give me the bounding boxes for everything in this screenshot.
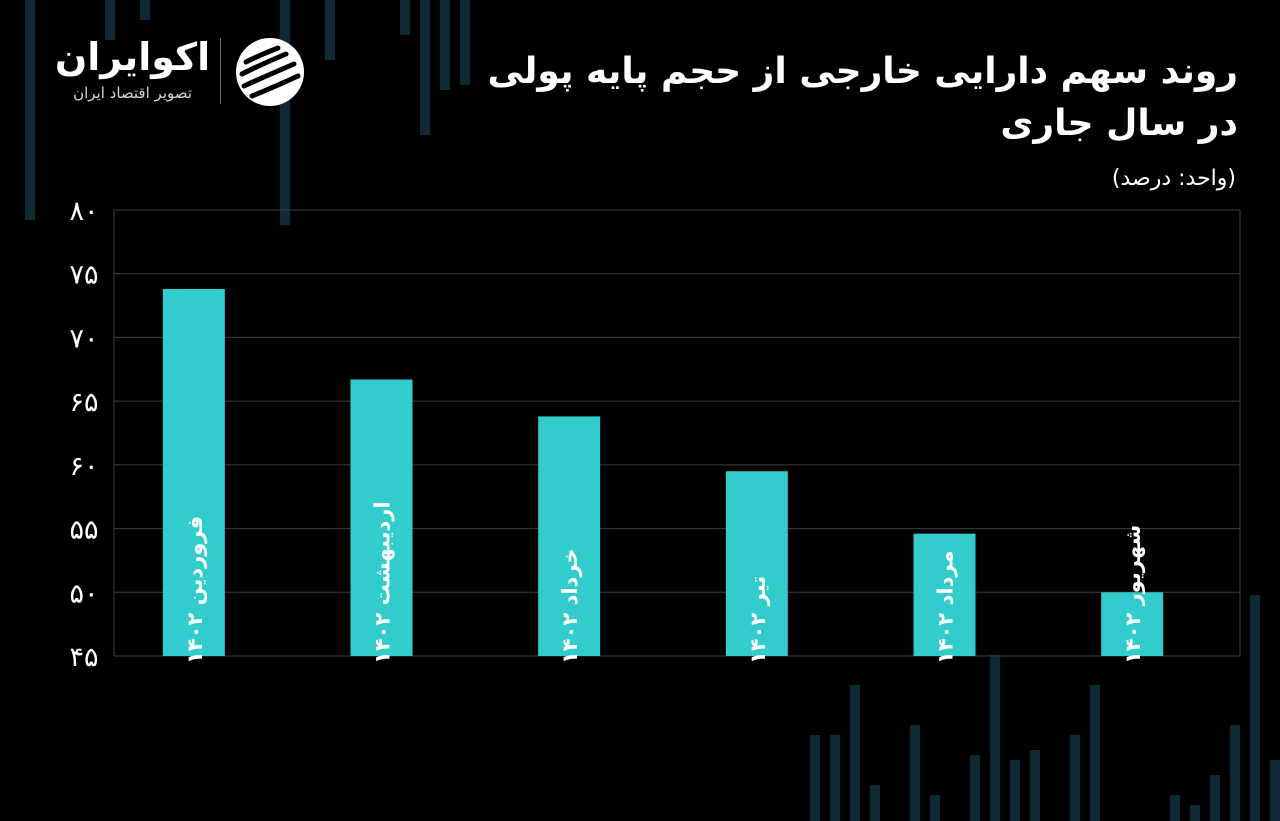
- background-candlestick: [1190, 805, 1200, 821]
- bar: [538, 416, 601, 656]
- background-candlestick: [420, 0, 430, 135]
- y-tick-label: ۵۵: [69, 515, 98, 546]
- y-tick-label: ۶۰: [69, 451, 98, 482]
- y-tick-label: ۴۵: [69, 642, 98, 673]
- background-candlestick: [140, 0, 150, 20]
- background-candlestick: [105, 0, 115, 40]
- y-tick-label: ۷۰: [69, 323, 98, 354]
- background-candlestick: [1030, 750, 1040, 821]
- background-candlestick: [400, 0, 410, 35]
- background-candlestick: [1070, 735, 1080, 821]
- bar: [913, 533, 976, 656]
- background-candlestick: [830, 735, 840, 821]
- background-candlestick: [1230, 725, 1240, 821]
- bar: [1101, 592, 1164, 656]
- x-category-label: خرداد ۱۴۰۲: [558, 548, 582, 664]
- x-category-label: فروردین ۱۴۰۲: [183, 516, 207, 664]
- x-category-label: اردیبهشت ۱۴۰۲: [371, 501, 395, 664]
- y-tick-label: ۶۵: [69, 387, 98, 418]
- y-tick-label: ۵۰: [69, 578, 98, 609]
- y-tick-label: ۷۵: [69, 260, 98, 291]
- background-candlestick: [1090, 685, 1100, 821]
- background-candlestick: [970, 755, 980, 821]
- bar: [725, 471, 788, 656]
- background-candlestick: [930, 795, 940, 821]
- background-candlestick: [280, 0, 290, 225]
- background-candlestick: [25, 0, 35, 220]
- background-candlestick: [460, 0, 470, 85]
- x-category-label: شهریور ۱۴۰۲: [1121, 525, 1145, 664]
- background-candlestick: [850, 685, 860, 821]
- x-category-label: مرداد ۱۴۰۲: [934, 551, 958, 664]
- background-candlestick: [1270, 760, 1280, 821]
- y-tick-label: ۸۰: [69, 196, 98, 227]
- background-candlestick: [325, 0, 335, 60]
- background-candlestick: [1250, 595, 1260, 821]
- background-candlestick: [910, 725, 920, 821]
- background-candlestick: [1170, 795, 1180, 821]
- background-candlestick: [440, 0, 450, 90]
- brand-logo-text: اکوایران تصویر اقتصاد ایران: [50, 38, 215, 102]
- x-category-label: تیر ۱۴۰۲: [746, 576, 770, 664]
- bar: [350, 379, 413, 656]
- bar: [162, 289, 225, 656]
- chart-title: روند سهم دارایی خارجی از حجم پایه پولی د…: [487, 51, 1238, 145]
- logo-divider: [220, 38, 221, 104]
- ecoiran-swirl-icon: [236, 38, 304, 106]
- brand-tagline: تصویر اقتصاد ایران: [73, 84, 192, 102]
- background-candlestick: [1010, 760, 1020, 821]
- background-candlestick: [1210, 775, 1220, 821]
- brand-name: اکوایران: [54, 35, 211, 79]
- background-candlestick: [810, 735, 820, 821]
- background-candlestick: [870, 785, 880, 821]
- unit-label: (واحد: درصد): [1111, 166, 1236, 191]
- background-candlestick: [990, 655, 1000, 821]
